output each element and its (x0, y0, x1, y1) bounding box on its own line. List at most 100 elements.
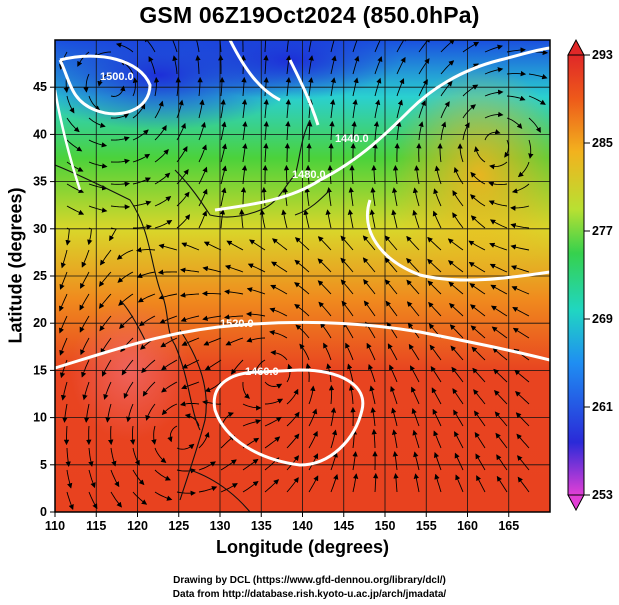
streamline (308, 408, 318, 427)
streamline (80, 337, 90, 356)
streamline (294, 282, 310, 295)
streamline (271, 238, 288, 251)
streamline (370, 187, 376, 207)
streamline (220, 143, 228, 163)
streamline (110, 491, 122, 508)
streamline (517, 455, 530, 471)
streamline (462, 84, 479, 97)
streamline (305, 164, 311, 185)
streamline (181, 381, 200, 390)
colorbar-tick-label: 293 (592, 48, 613, 62)
streamline (492, 347, 508, 361)
streamline (132, 77, 139, 97)
streamline (133, 224, 152, 230)
streamline (396, 99, 403, 119)
streamline (259, 209, 266, 229)
streamline (352, 55, 360, 75)
streamline (429, 344, 442, 361)
y-tick-label: 15 (33, 363, 47, 377)
streamline (348, 187, 354, 207)
streamline (391, 187, 398, 207)
streamline (161, 403, 178, 416)
streamline (59, 293, 68, 312)
streamline (220, 99, 226, 119)
streamline (484, 67, 504, 75)
streamline (109, 227, 117, 242)
streamline (418, 79, 428, 97)
streamline (374, 40, 383, 53)
streamline (176, 146, 188, 163)
streamline (484, 111, 504, 119)
streamline (159, 315, 178, 324)
streamline (83, 403, 90, 423)
streamline (330, 473, 339, 493)
streamline (225, 337, 244, 346)
streamline (132, 129, 149, 141)
streamline (510, 244, 530, 251)
streamline (393, 473, 399, 493)
streamline (329, 99, 336, 119)
streamline (352, 40, 358, 53)
streamline (457, 143, 464, 163)
streamline (203, 337, 222, 346)
streamline (271, 261, 288, 273)
streamline (141, 359, 156, 374)
streamline (220, 165, 228, 185)
streamline (330, 40, 335, 53)
streamline (270, 349, 288, 361)
streamline (430, 365, 442, 383)
streamline (241, 99, 248, 119)
colorbar-tick-label: 253 (592, 488, 613, 502)
streamline (88, 205, 108, 213)
streamline (440, 101, 450, 119)
streamline (427, 236, 442, 251)
streamline (242, 121, 248, 141)
streamline (396, 78, 405, 97)
streamline (427, 280, 442, 295)
streamline (154, 196, 172, 207)
streamline (246, 337, 266, 343)
streamline (454, 452, 464, 471)
streamline (517, 476, 530, 493)
streamline (345, 342, 354, 361)
streamline (286, 388, 299, 405)
streamline (448, 281, 464, 295)
streamline (226, 240, 244, 251)
streamline (433, 188, 442, 207)
streamline (264, 436, 281, 449)
streamline (180, 315, 200, 322)
streamline (160, 359, 178, 371)
streamline (65, 227, 71, 246)
streamline (220, 187, 227, 207)
x-tick-label: 140 (292, 519, 313, 533)
streamline (142, 381, 156, 397)
streamline (369, 209, 376, 229)
streamline (462, 104, 477, 119)
streamline (103, 381, 112, 400)
streamline (494, 411, 508, 427)
streamline (455, 474, 464, 493)
streamline (99, 315, 112, 332)
x-axis-ticks: 110 115 120 125 130 135 140 145 150 155 160 165 (45, 512, 519, 533)
streamline (129, 425, 136, 445)
streamline (367, 363, 376, 383)
streamline (308, 430, 318, 449)
streamline (489, 242, 508, 251)
streamline (220, 483, 238, 493)
streamline (452, 190, 464, 207)
streamline (88, 117, 106, 128)
streamline (510, 205, 530, 211)
streamline (391, 407, 398, 427)
streamline (396, 121, 402, 141)
streamline (384, 279, 398, 295)
streamline (176, 191, 190, 207)
streamline (204, 359, 222, 371)
streamline (308, 55, 314, 75)
streamline (330, 407, 337, 427)
y-tick-label: 25 (33, 269, 47, 283)
streamline (66, 161, 84, 172)
streamline (108, 425, 114, 446)
streamline (470, 325, 486, 339)
streamline (323, 342, 332, 361)
